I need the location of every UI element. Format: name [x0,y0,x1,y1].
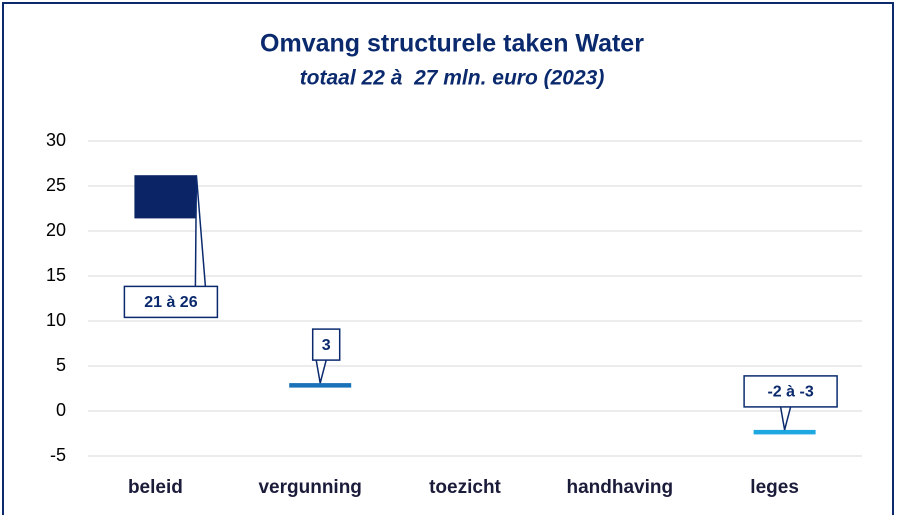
x-tick-label: toezicht [429,477,501,498]
y-tick-label: 15 [46,265,66,285]
x-tick-label: handhaving [566,477,673,498]
chart-title: Omvang structurele taken Water [260,30,644,58]
callout-box [311,328,341,361]
callout-pointer [315,359,327,384]
y-tick-label: 25 [46,175,66,195]
data-label: 3 [322,337,331,354]
bar [134,175,197,219]
y-tick-label: 10 [46,310,66,330]
callout-box [743,375,838,408]
y-tick-label: 0 [56,400,66,420]
x-tick-label: vergunning [258,477,361,498]
callout-pointer [779,406,792,431]
callout-pointer [194,175,207,287]
y-tick-label: 5 [56,355,66,375]
y-tick-label: 30 [46,130,66,150]
data-label: -2 à -3 [767,384,813,401]
x-tick-label: beleid [128,477,183,498]
chart-subtitle: totaal 22 à 27 mln. euro (2023) [300,67,605,90]
bar [289,383,352,388]
data-label: 21 à 26 [144,294,197,311]
x-tick-label: leges [750,477,799,498]
y-tick-label: 20 [46,220,66,240]
y-tick-label: -5 [50,445,66,465]
bar [753,429,816,435]
callout-box [123,285,219,319]
